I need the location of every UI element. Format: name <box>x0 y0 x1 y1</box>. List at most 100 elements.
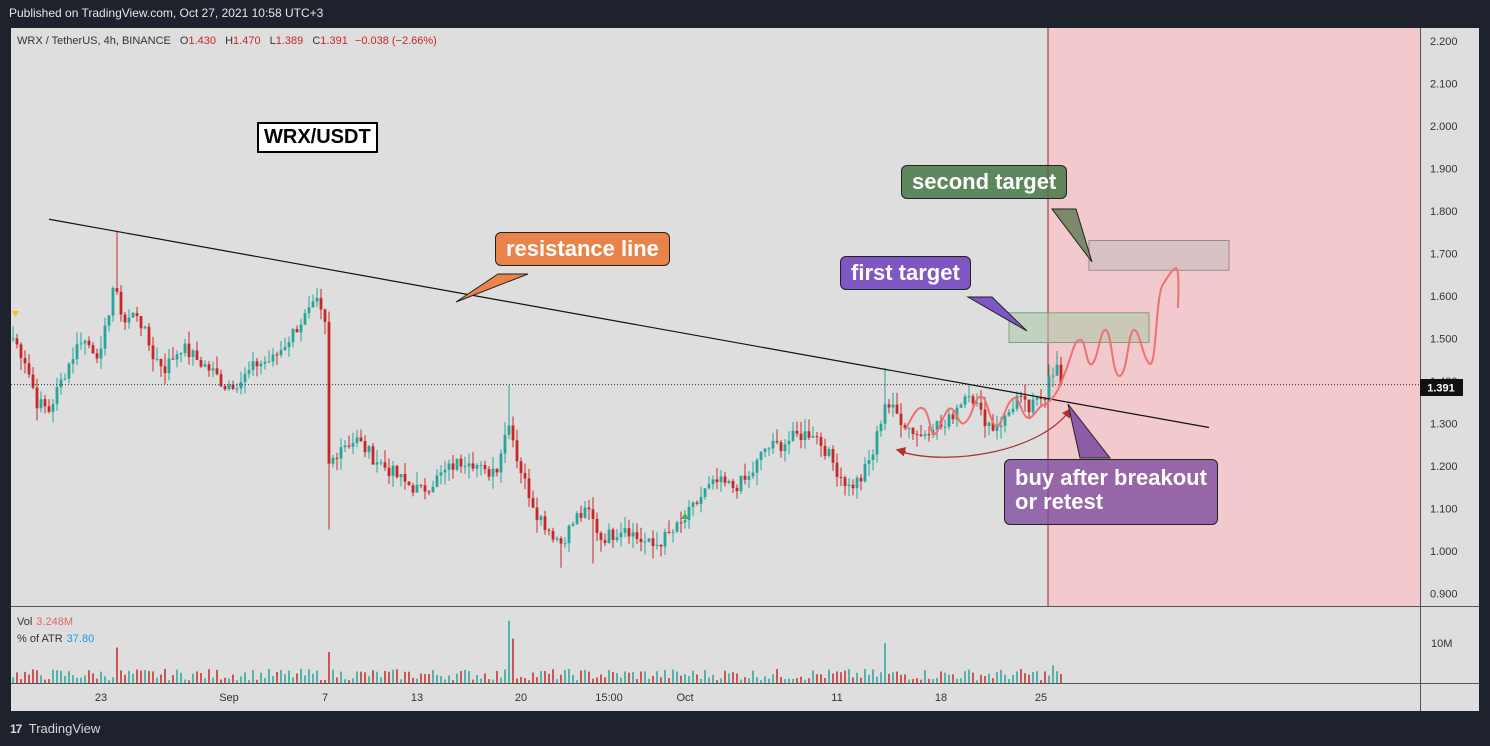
volume-bar <box>572 675 574 683</box>
volume-bar <box>332 669 334 683</box>
volume-bar <box>960 678 962 683</box>
candle-body <box>683 520 687 523</box>
candle-body <box>159 358 163 367</box>
volume-bar <box>1028 674 1030 683</box>
candle-body <box>439 472 443 476</box>
candle-body <box>327 321 331 464</box>
candle-body <box>555 538 559 540</box>
volume-bar <box>140 670 142 683</box>
candle-body <box>467 463 471 467</box>
volume-bar <box>188 680 190 683</box>
candle-body <box>707 484 711 489</box>
volume-bar <box>492 679 494 683</box>
footer-brand[interactable]: TradingView <box>28 721 101 736</box>
legend-low: 1.389 <box>275 35 304 47</box>
tradingview-logo-icon[interactable]: 17 <box>10 722 22 736</box>
volume-bar <box>508 620 510 683</box>
volume-bar <box>736 673 738 683</box>
volume-bar <box>836 671 838 683</box>
candle-body <box>215 368 219 375</box>
candle-body <box>339 447 343 459</box>
volume-bar <box>488 679 490 683</box>
candle-body <box>499 453 503 473</box>
volume-bar <box>668 678 670 683</box>
volume-bar <box>276 672 278 683</box>
candle-body <box>299 324 303 333</box>
candle-body <box>915 434 919 436</box>
volume-bar <box>584 669 586 683</box>
x-tick-label: 20 <box>515 692 527 704</box>
candle-body <box>995 426 999 431</box>
candle-body <box>823 445 827 456</box>
price-axis[interactable] <box>1420 28 1479 606</box>
volume-bar <box>336 677 338 683</box>
volume-bar <box>600 674 602 683</box>
volume-bar <box>1040 680 1042 683</box>
volume-bar <box>380 677 382 683</box>
candle-body <box>543 516 547 530</box>
pair-label[interactable]: WRX/USDT <box>257 122 378 153</box>
volume-bar <box>908 679 910 683</box>
buy-callout[interactable]: buy after breakout or retest <box>1004 459 1218 525</box>
signal-marker-up <box>681 513 689 519</box>
candle-body <box>715 479 719 483</box>
y-tick-label: 1.000 <box>1430 546 1458 558</box>
volume-bar <box>296 673 298 683</box>
x-tick-label: Sep <box>219 692 239 704</box>
volume-bar <box>580 670 582 683</box>
volume-bar <box>824 678 826 683</box>
candle-body <box>571 523 575 526</box>
volume-bar <box>260 672 262 683</box>
first-target-zone[interactable] <box>1008 312 1150 343</box>
breakout-arc-start <box>895 447 907 457</box>
candle-body <box>899 413 903 426</box>
volume-bar <box>1060 674 1062 683</box>
volume-bar <box>324 679 326 683</box>
volume-bar <box>988 673 990 683</box>
volume-bar <box>392 669 394 683</box>
projection-path <box>1044 266 1180 406</box>
volume-bar <box>192 673 194 683</box>
candle-body <box>647 538 651 542</box>
volume-bar <box>180 672 182 683</box>
candle-body <box>171 358 175 360</box>
volume-bar <box>524 677 526 683</box>
second-target-callout[interactable]: second target <box>901 165 1068 199</box>
first-target-callout[interactable]: first target <box>840 256 971 290</box>
volume-bar <box>120 670 122 683</box>
legend-high: 1.470 <box>233 35 261 47</box>
volume-bar <box>932 679 934 683</box>
candle-body <box>1003 415 1007 426</box>
candle-body <box>103 325 107 349</box>
candle-body <box>703 488 707 497</box>
second-target-zone[interactable] <box>1088 240 1230 271</box>
candle-body <box>371 446 375 465</box>
volume-bar <box>780 677 782 683</box>
volume-bar <box>644 671 646 683</box>
volume-bar <box>88 670 90 683</box>
volume-bar <box>968 669 970 683</box>
candle-body <box>223 386 227 390</box>
volume-bar <box>480 678 482 683</box>
volume-bar <box>340 671 342 683</box>
volume-bar <box>308 669 310 683</box>
volume-pane[interactable] <box>11 607 1420 683</box>
volume-bar <box>532 672 534 683</box>
volume-bar <box>844 670 846 683</box>
volume-bar <box>144 670 146 683</box>
time-axis[interactable] <box>11 684 1479 711</box>
volume-bar <box>356 671 358 683</box>
candle-body <box>203 364 207 367</box>
volume-bar <box>148 671 150 683</box>
volume-bar <box>228 678 230 683</box>
legend-low-label: L <box>269 35 276 47</box>
resistance-line[interactable] <box>48 218 1210 429</box>
candle-body <box>1011 408 1015 413</box>
candle-body <box>43 399 47 407</box>
resistance-callout[interactable]: resistance line <box>495 232 670 266</box>
candle-body <box>291 328 295 343</box>
volume-bar <box>664 669 666 683</box>
candle-body <box>763 448 767 452</box>
buy-callout-line2: or retest <box>1015 489 1104 514</box>
